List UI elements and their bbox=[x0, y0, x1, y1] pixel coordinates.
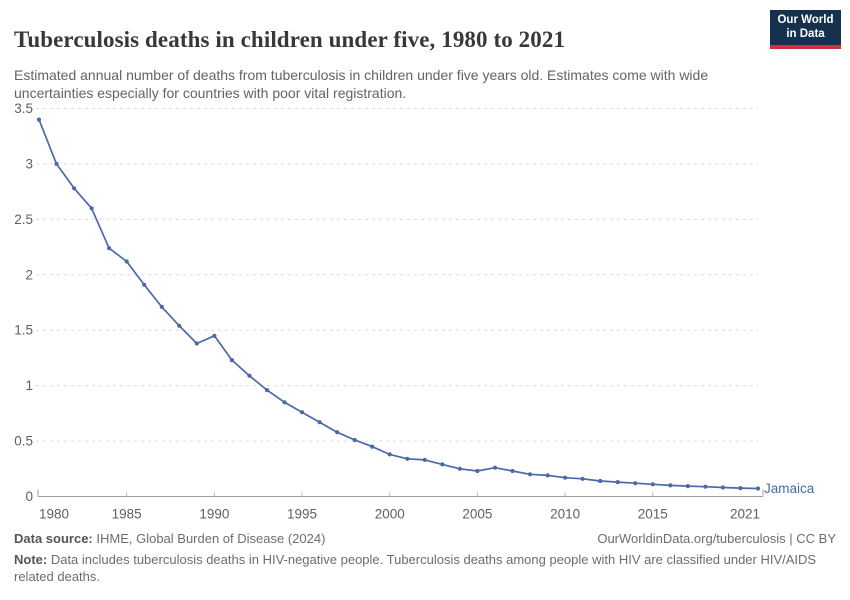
y-axis-tick-label: 3.5 bbox=[14, 101, 33, 116]
data-point bbox=[194, 341, 199, 346]
data-point bbox=[72, 186, 77, 191]
y-axis-tick-label: 2 bbox=[25, 267, 33, 282]
data-point bbox=[580, 476, 585, 481]
owid-logo-line1: Our World bbox=[777, 13, 834, 26]
data-point bbox=[563, 475, 568, 480]
data-point bbox=[720, 485, 726, 490]
page-subtitle: Estimated annual number of deaths from t… bbox=[14, 67, 709, 102]
x-axis-tick-label: 2015 bbox=[638, 507, 668, 522]
data-point bbox=[335, 430, 340, 435]
data-point bbox=[317, 420, 322, 425]
x-axis-tick-label: 1985 bbox=[112, 507, 142, 522]
y-axis-tick-label: 0 bbox=[25, 489, 33, 504]
data-point bbox=[405, 456, 410, 461]
data-point bbox=[54, 161, 59, 166]
y-axis-tick-label: 1.5 bbox=[14, 323, 33, 338]
datasource-text: Data source: IHME, Global Burden of Dise… bbox=[14, 531, 325, 548]
x-axis-tick-label: 2010 bbox=[550, 507, 580, 522]
data-point bbox=[352, 437, 357, 443]
y-axis-tick-label: 2.5 bbox=[14, 212, 33, 227]
data-point bbox=[440, 462, 445, 467]
data-point bbox=[703, 484, 708, 489]
data-point bbox=[650, 482, 655, 487]
x-axis-tick-label: 2000 bbox=[375, 507, 405, 522]
data-point bbox=[89, 206, 94, 211]
data-point bbox=[247, 373, 252, 378]
owid-logo[interactable]: Our World in Data bbox=[770, 10, 841, 49]
data-point bbox=[527, 472, 533, 477]
y-axis-labels: 0 0.5 1 1.5 2 2.5 3 3.5 bbox=[14, 101, 33, 504]
data-point bbox=[685, 484, 691, 489]
x-axis-tick-label: 2021 bbox=[730, 507, 760, 522]
data-point bbox=[598, 478, 603, 484]
data-point bbox=[422, 457, 427, 462]
data-point bbox=[159, 304, 164, 309]
data-point bbox=[142, 282, 147, 287]
note-text: Note: Data includes tuberculosis deaths … bbox=[14, 552, 836, 586]
x-axis-tick-label: 1995 bbox=[287, 507, 317, 522]
y-axis-tick-label: 1 bbox=[25, 378, 33, 393]
line-chart-canvas: 0 0.5 1 1.5 2 2.5 3 3.5 1980 1985 1990 1995 2000 2005… bbox=[14, 101, 815, 522]
page-title: Tuberculosis deaths in children under fi… bbox=[14, 27, 566, 53]
data-point bbox=[387, 452, 392, 457]
data-point bbox=[370, 444, 375, 449]
data-point-markers bbox=[36, 117, 761, 491]
datasource-value: IHME, Global Burden of Disease (2024) bbox=[92, 531, 326, 546]
data-point bbox=[545, 473, 550, 478]
x-axis-tick-label: 1990 bbox=[199, 507, 229, 522]
gridlines bbox=[36, 107, 758, 442]
data-point bbox=[212, 333, 217, 338]
x-axis-tick-label: 2005 bbox=[462, 507, 492, 522]
data-point bbox=[633, 481, 638, 486]
data-point bbox=[755, 486, 761, 491]
data-point bbox=[282, 400, 287, 405]
datasource-label: Data source: bbox=[14, 531, 93, 546]
note-label: Note: bbox=[14, 551, 48, 567]
x-axis: 1980 1985 1990 1995 2000 2005 2010 2015 2021 bbox=[37, 489, 764, 522]
data-point bbox=[738, 486, 743, 491]
data-point bbox=[668, 483, 673, 488]
data-point bbox=[615, 480, 620, 485]
note-value: Data includes tuberculosis deaths in HIV… bbox=[14, 551, 817, 584]
data-point bbox=[492, 465, 498, 470]
data-point bbox=[475, 468, 480, 474]
data-point bbox=[264, 388, 270, 393]
y-axis-tick-label: 3 bbox=[25, 156, 33, 171]
entity-label[interactable]: Jamaica bbox=[764, 481, 815, 496]
data-point bbox=[107, 246, 112, 251]
data-point bbox=[36, 117, 42, 122]
data-point bbox=[177, 323, 182, 328]
license-link[interactable]: OurWorldinData.org/tuberculosis | CC BY bbox=[597, 531, 836, 546]
chart-footer: Data source: IHME, Global Burden of Dise… bbox=[14, 531, 836, 586]
owid-logo-line2: in Data bbox=[786, 27, 825, 40]
x-axis-tick-label: 1980 bbox=[39, 507, 69, 522]
data-point bbox=[299, 410, 305, 415]
line-series bbox=[38, 118, 759, 490]
data-point bbox=[124, 259, 129, 264]
data-point bbox=[510, 468, 515, 474]
y-axis-tick-label: 0.5 bbox=[14, 434, 33, 449]
data-point bbox=[229, 358, 234, 363]
data-point bbox=[457, 466, 462, 471]
